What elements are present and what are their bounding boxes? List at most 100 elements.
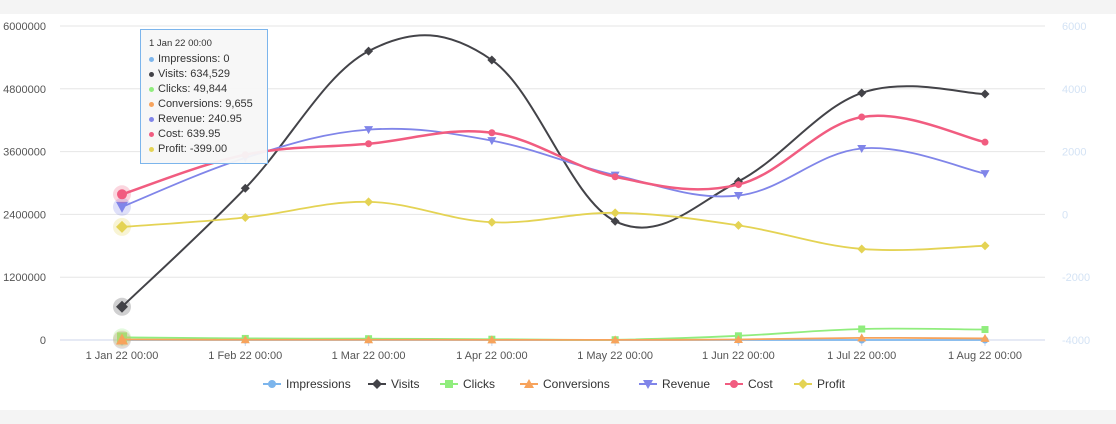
data-point xyxy=(858,113,866,121)
data-point xyxy=(364,126,374,135)
tooltip-row-clicks: Clicks: 49,844 xyxy=(149,82,259,97)
data-point xyxy=(488,129,496,137)
tooltip-series-name: Conversions xyxy=(158,98,220,110)
tooltip-title: 1 Jan 22 00:00 xyxy=(149,38,212,49)
legend-marker-icon xyxy=(798,379,808,389)
legend-label: Profit xyxy=(817,377,846,391)
legend-item-profit[interactable]: Profit xyxy=(794,377,846,391)
legend-item-clicks[interactable]: Clicks xyxy=(440,377,495,391)
tooltip-row-cost: Cost: 639.95 xyxy=(149,127,259,142)
tooltip-row-visits: Visits: 634,529 xyxy=(149,67,259,82)
data-point xyxy=(857,333,867,342)
legend-item-revenue[interactable]: Revenue xyxy=(639,377,710,391)
y-tick-label: 0 xyxy=(40,335,46,347)
series-conversions xyxy=(113,330,990,349)
x-tick-label: 1 Jun 22 00:00 xyxy=(702,350,775,362)
tooltip-series-name: Visits xyxy=(158,68,185,80)
x-tick-label: 1 Feb 22 00:00 xyxy=(208,350,282,362)
y-right-tick-label: 0 xyxy=(1062,209,1068,221)
x-tick-label: 1 Jan 22 00:00 xyxy=(86,350,159,362)
data-point xyxy=(365,140,373,148)
tooltip-row-profit: Profit: -399.00 xyxy=(149,142,259,157)
legend-label: Impressions xyxy=(286,377,351,391)
series-profit xyxy=(113,197,990,254)
data-point xyxy=(487,335,497,344)
tooltip-series-value: 9,655 xyxy=(225,98,253,110)
tooltip-series-name: Cost xyxy=(158,128,181,140)
y-axis-left: 0 1200000 2400000 3600000 4800000 6000000 xyxy=(3,21,46,347)
legend-marker-icon xyxy=(643,380,653,389)
legend[interactable]: Impressions Visits Clicks Conversions Revenu… xyxy=(263,377,846,391)
x-tick-label: 1 Apr 22 00:00 xyxy=(456,350,528,362)
y-right-tick-label: -2000 xyxy=(1062,272,1090,284)
data-point xyxy=(733,334,743,343)
data-point xyxy=(364,335,374,344)
tooltip-series-value: 49,844 xyxy=(193,83,228,95)
y-tick-label: 4800000 xyxy=(3,84,46,96)
tooltip-row-conversions: Conversions: 9,655 xyxy=(149,97,259,112)
legend-marker-icon xyxy=(445,380,453,388)
data-point xyxy=(857,244,867,254)
tooltip: 1 Jan 22 00:00 Impressions: 0 Visits: 63… xyxy=(140,29,268,164)
data-point xyxy=(610,335,620,344)
tooltip-series-value: 240.95 xyxy=(208,113,242,125)
tooltip-series-name: Profit xyxy=(158,143,184,155)
data-point xyxy=(487,137,497,146)
legend-item-conversions[interactable]: Conversions xyxy=(520,377,610,391)
series-dot-icon xyxy=(149,101,154,107)
chart-card: 0 1200000 2400000 3600000 4800000 6000000 -40… xyxy=(0,14,1116,410)
data-point xyxy=(487,55,497,65)
legend-label: Revenue xyxy=(662,377,710,391)
data-point xyxy=(117,189,127,200)
data-point xyxy=(980,241,990,251)
tooltip-row-impressions: Impressions: 0 xyxy=(149,52,259,67)
data-point xyxy=(116,201,128,213)
y-right-tick-label: 2000 xyxy=(1062,147,1086,159)
legend-item-impressions[interactable]: Impressions xyxy=(263,377,351,391)
tooltip-series-value: 639.95 xyxy=(186,128,221,140)
data-point xyxy=(611,173,619,181)
data-point xyxy=(857,144,867,153)
series-dot-icon xyxy=(149,56,154,62)
y-tick-label: 6000000 xyxy=(3,21,46,33)
legend-marker-icon xyxy=(730,380,738,388)
data-point xyxy=(980,170,990,179)
data-point xyxy=(733,220,743,230)
legend-marker-icon xyxy=(268,380,276,388)
data-point xyxy=(240,183,250,193)
data-point xyxy=(857,88,867,98)
legend-label: Visits xyxy=(391,377,419,391)
series-dot-icon xyxy=(149,71,154,77)
data-point xyxy=(981,326,989,334)
y-right-tick-label: 4000 xyxy=(1062,84,1086,96)
data-point xyxy=(487,217,497,227)
series-line xyxy=(121,336,986,341)
legend-marker-icon xyxy=(524,379,534,388)
series-line xyxy=(121,34,986,308)
legend-label: Conversions xyxy=(543,377,610,391)
legend-item-visits[interactable]: Visits xyxy=(368,377,419,391)
data-point xyxy=(240,335,250,344)
tooltip-series-name: Impressions xyxy=(158,53,218,65)
tooltip-series-value: 634,529 xyxy=(190,68,230,80)
x-tick-label: 1 Mar 22 00:00 xyxy=(332,350,406,362)
data-point xyxy=(610,216,620,226)
data-point xyxy=(240,213,250,223)
y-right-tick-label: -4000 xyxy=(1062,335,1090,347)
tooltip-row-revenue: Revenue: 240.95 xyxy=(149,112,259,127)
series-visits xyxy=(113,34,990,316)
data-point xyxy=(981,138,989,146)
y-right-tick-label: 6000 xyxy=(1062,21,1086,33)
data-point xyxy=(116,220,128,233)
tooltip-series-value: -399.00 xyxy=(189,143,228,155)
legend-label: Clicks xyxy=(463,377,495,391)
series-line xyxy=(121,200,986,251)
legend-item-cost[interactable]: Cost xyxy=(725,377,773,391)
y-tick-label: 2400000 xyxy=(3,209,46,221)
data-point xyxy=(980,89,990,99)
series-dot-icon xyxy=(149,146,154,152)
x-tick-label: 1 Aug 22 00:00 xyxy=(948,350,1022,362)
data-point xyxy=(980,333,990,342)
y-tick-label: 1200000 xyxy=(3,272,46,284)
data-point xyxy=(734,181,742,189)
